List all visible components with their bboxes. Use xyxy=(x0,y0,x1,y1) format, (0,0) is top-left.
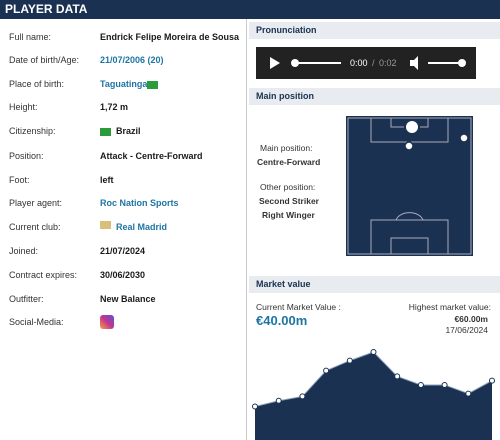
section-title: Pronunciation xyxy=(249,22,500,39)
divider xyxy=(246,19,247,440)
row-label: Citizenship: xyxy=(9,126,56,136)
value-point xyxy=(489,377,495,384)
other-label: Other position: xyxy=(260,182,316,192)
highest-label: Highest market value: xyxy=(408,302,491,312)
position-other xyxy=(404,141,414,151)
separator: / xyxy=(372,58,375,68)
value-area xyxy=(255,352,492,440)
row-label: Place of birth: xyxy=(9,79,65,89)
value-point xyxy=(275,397,282,404)
highest-date: 17/06/2024 xyxy=(445,325,488,335)
position-main xyxy=(404,119,420,135)
highest-value: €60.00m xyxy=(454,314,488,324)
row-value[interactable]: Real Madrid xyxy=(116,222,168,232)
main-position: Centre-Forward xyxy=(257,157,321,167)
row-value[interactable]: Roc Nation Sports xyxy=(100,198,179,208)
instagram-icon[interactable] xyxy=(100,315,114,329)
value-point xyxy=(417,381,424,388)
flag xyxy=(147,81,158,89)
row-label: Player agent: xyxy=(9,198,63,208)
value-point xyxy=(346,357,353,364)
volume-knob[interactable] xyxy=(458,59,466,67)
row-value: Attack - Centre-Forward xyxy=(100,151,203,161)
section-title: Market value xyxy=(249,276,500,293)
row-value: 21/07/2024 xyxy=(100,246,146,256)
row-label: Full name: xyxy=(9,32,52,42)
main-label: Main position: xyxy=(260,143,313,153)
progress-knob[interactable] xyxy=(291,59,299,67)
value-point xyxy=(252,403,258,410)
row-value: 30/06/2030 xyxy=(100,270,146,280)
row-value: Endrick Felipe Moreira de Sousa xyxy=(100,32,240,42)
position-other xyxy=(459,133,469,143)
other-position: Right Winger xyxy=(262,210,315,220)
row-value: Brazil xyxy=(116,126,141,136)
value-point xyxy=(441,381,448,388)
value-point xyxy=(370,349,377,355)
current-value: €40.00m xyxy=(256,313,308,328)
duration: 0:02 xyxy=(379,58,397,68)
row-label: Date of birth/Age: xyxy=(9,55,80,65)
value-point xyxy=(394,373,401,380)
row-label: Foot: xyxy=(9,175,30,185)
flag xyxy=(100,128,111,136)
row-value: New Balance xyxy=(100,294,156,304)
row-value: 1,72 m xyxy=(100,102,129,112)
other-position: Second Striker xyxy=(259,196,319,206)
market-value-chart xyxy=(252,349,495,440)
value-point xyxy=(299,393,306,400)
play-button[interactable] xyxy=(270,57,280,69)
audio-player[interactable]: 0:00 / 0:02 xyxy=(256,47,476,79)
current-time: 0:00 xyxy=(350,58,368,68)
row-label: Social-Media: xyxy=(9,317,64,327)
club-logo xyxy=(100,221,111,229)
row-value[interactable]: 21/07/2006 (20) xyxy=(100,55,164,65)
pitch xyxy=(346,116,473,256)
row-label: Current club: xyxy=(9,222,61,232)
row-value[interactable]: Taguatinga xyxy=(100,79,148,89)
volume-icon[interactable] xyxy=(410,56,418,70)
audio-controls: 0:00 / 0:02 xyxy=(270,56,466,70)
row-value: left xyxy=(100,175,114,185)
current-label: Current Market Value : xyxy=(256,302,341,312)
row-label: Joined: xyxy=(9,246,39,256)
row-label: Contract expires: xyxy=(9,270,78,280)
row-label: Outfitter: xyxy=(9,294,44,304)
header-title: PLAYER DATA xyxy=(0,0,500,19)
value-point xyxy=(323,367,330,374)
value-point xyxy=(465,390,472,397)
section-title: Main position xyxy=(249,88,500,105)
row-label: Height: xyxy=(9,102,38,112)
row-label: Position: xyxy=(9,151,44,161)
